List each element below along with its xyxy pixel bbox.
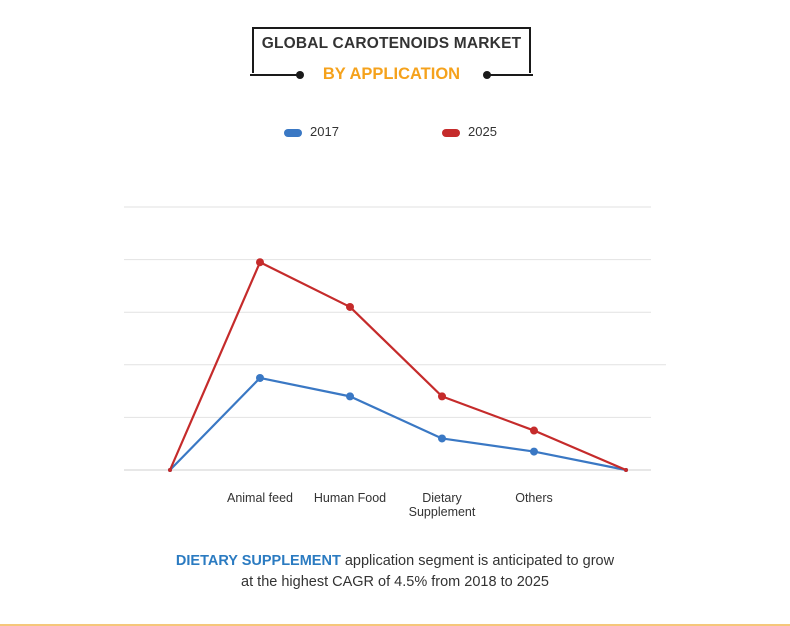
legend-label-2017: 2017	[310, 124, 339, 139]
legend-swatch-2025	[442, 128, 460, 137]
gridlines	[124, 206, 666, 471]
data-point-2017	[530, 447, 538, 456]
x-tick-label: Animal feed	[227, 491, 293, 505]
line-chart: Animal feed Human Food Dietary Supplement Ot…	[124, 206, 666, 519]
legend-swatch-2017	[284, 128, 302, 137]
data-point-2025	[438, 392, 446, 401]
x-tick-label: Human Food	[314, 491, 386, 505]
caption-highlight: DIETARY SUPPLEMENT	[175, 553, 341, 569]
caption-line-1-rest: application segment is anticipated to gr…	[340, 553, 615, 569]
caption: DIETARY SUPPLEMENT application segment i…	[0, 551, 790, 593]
title-frame	[252, 27, 531, 73]
chart-subtitle: BY APPLICATION	[322, 65, 461, 83]
subtitle-line-left	[250, 74, 300, 76]
data-point-2017	[346, 392, 354, 401]
legend-item-2017: 2017	[284, 124, 339, 140]
data-point-2025	[624, 468, 628, 472]
series-line-2025	[168, 261, 627, 472]
series-group	[168, 258, 628, 472]
subtitle-row: BY APPLICATION	[250, 62, 533, 88]
legend-label-2025: 2025	[468, 124, 497, 139]
subtitle-dot-left	[296, 71, 304, 79]
chart-title: GLOBAL CAROTENOIDS MARKET	[261, 35, 522, 52]
data-point-2025	[346, 302, 354, 311]
data-point-2017	[256, 373, 264, 382]
data-point-2017	[438, 434, 446, 443]
data-point-2025	[530, 426, 538, 435]
x-axis-labels: Animal feed Human Food Dietary Supplement Ot…	[227, 491, 553, 519]
caption-line-2: at the highest CAGR of 4.5% from 2018 to…	[241, 574, 549, 590]
x-tick-label: Dietary Supplement	[409, 491, 476, 519]
data-point-2025	[256, 258, 264, 267]
caption-line-1: DIETARY SUPPLEMENT application segment i…	[0, 551, 790, 572]
series-line-2017	[169, 376, 627, 472]
legend-item-2025: 2025	[442, 124, 497, 140]
footer-divider	[0, 624, 790, 626]
x-tick-label: Others	[515, 491, 553, 505]
data-point-2025	[168, 468, 172, 472]
subtitle-line-right	[486, 74, 533, 76]
